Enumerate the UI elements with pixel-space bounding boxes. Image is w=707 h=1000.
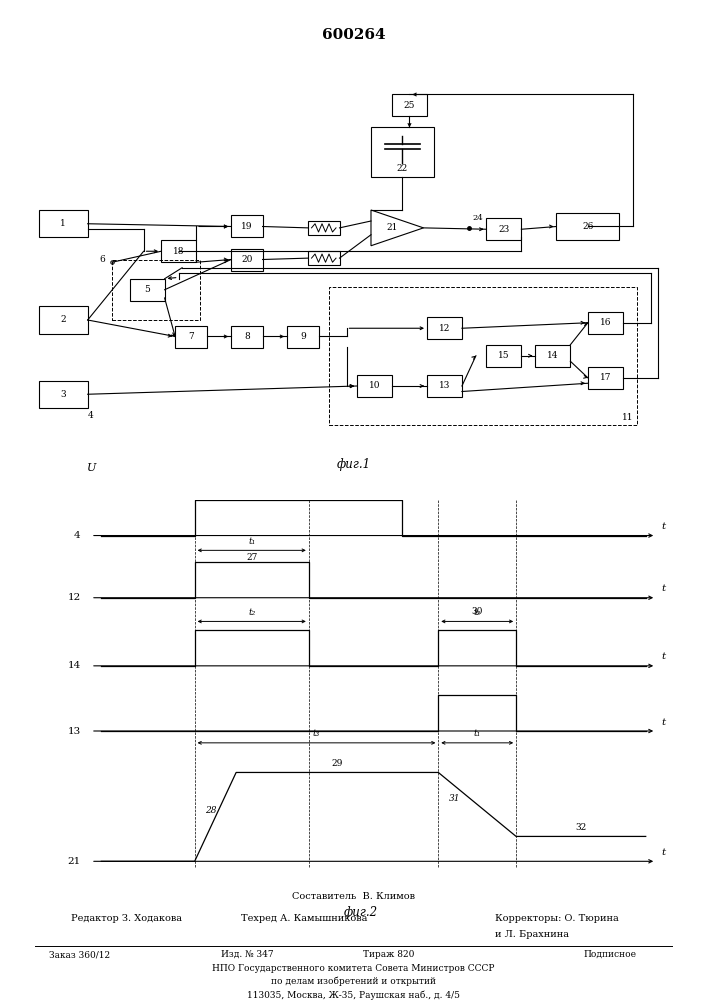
Text: 5: 5 bbox=[144, 285, 150, 294]
Text: 11: 11 bbox=[622, 413, 633, 422]
Bar bbox=[231, 248, 262, 270]
Text: 600264: 600264 bbox=[322, 28, 385, 42]
Text: 25: 25 bbox=[404, 101, 415, 110]
Text: 8: 8 bbox=[244, 332, 250, 341]
Text: t₂: t₂ bbox=[248, 608, 255, 617]
Text: t₁: t₁ bbox=[248, 537, 255, 546]
Bar bbox=[129, 279, 165, 301]
Text: 4: 4 bbox=[88, 411, 93, 420]
Text: 31: 31 bbox=[449, 794, 460, 803]
Text: 2: 2 bbox=[60, 316, 66, 324]
Text: Подписное: Подписное bbox=[583, 950, 636, 959]
Bar bbox=[231, 326, 262, 348]
Bar bbox=[39, 210, 88, 237]
Text: 22: 22 bbox=[397, 164, 408, 173]
Text: 21: 21 bbox=[386, 223, 397, 232]
Text: 27: 27 bbox=[246, 553, 257, 562]
Bar bbox=[556, 213, 619, 240]
Text: по делам изобретений и открытий: по делам изобретений и открытий bbox=[271, 977, 436, 986]
Text: t₁: t₁ bbox=[474, 729, 481, 738]
Text: 26: 26 bbox=[582, 222, 594, 231]
Text: 13: 13 bbox=[439, 381, 450, 390]
Text: t: t bbox=[661, 584, 665, 593]
Text: t: t bbox=[661, 652, 665, 661]
Text: 1: 1 bbox=[60, 219, 66, 228]
Polygon shape bbox=[371, 210, 423, 246]
Text: 32: 32 bbox=[575, 823, 587, 832]
Bar bbox=[175, 326, 206, 348]
Text: 7: 7 bbox=[188, 332, 194, 341]
Text: 13: 13 bbox=[67, 726, 81, 736]
Bar bbox=[308, 251, 339, 265]
Text: t₃: t₃ bbox=[313, 729, 320, 738]
Text: 24: 24 bbox=[472, 214, 483, 222]
Text: 12: 12 bbox=[439, 324, 450, 333]
Bar bbox=[535, 345, 571, 367]
Bar bbox=[112, 259, 199, 320]
Bar bbox=[161, 240, 196, 262]
Text: 14: 14 bbox=[67, 661, 81, 670]
Text: Заказ 360/12: Заказ 360/12 bbox=[49, 950, 110, 959]
Bar bbox=[329, 287, 637, 424]
Text: 113035, Москва, Ж-35, Раушская наб., д. 4/5: 113035, Москва, Ж-35, Раушская наб., д. … bbox=[247, 990, 460, 1000]
Text: t₂: t₂ bbox=[474, 608, 481, 617]
Text: 20: 20 bbox=[241, 255, 252, 264]
Text: 14: 14 bbox=[547, 351, 559, 360]
Text: 4: 4 bbox=[74, 531, 81, 540]
Text: 3: 3 bbox=[60, 390, 66, 399]
Text: 28: 28 bbox=[205, 806, 216, 815]
Text: фиг.1: фиг.1 bbox=[337, 458, 370, 471]
Text: 17: 17 bbox=[600, 373, 611, 382]
Text: Составитель  В. Климов: Составитель В. Климов bbox=[292, 892, 415, 901]
Text: t: t bbox=[661, 522, 665, 531]
Text: 29: 29 bbox=[332, 759, 343, 768]
Text: 12: 12 bbox=[67, 593, 81, 602]
Text: 30: 30 bbox=[472, 606, 483, 615]
Text: 23: 23 bbox=[498, 225, 510, 234]
Text: Тираж 820: Тираж 820 bbox=[363, 950, 414, 959]
Bar bbox=[486, 345, 521, 367]
Bar bbox=[427, 375, 462, 397]
Text: и Л. Брахнина: и Л. Брахнина bbox=[495, 930, 569, 939]
Bar bbox=[427, 317, 462, 339]
Text: Техред А. Камышникова: Техред А. Камышникова bbox=[241, 914, 367, 923]
Text: 21: 21 bbox=[67, 857, 81, 866]
Bar bbox=[486, 218, 521, 240]
Bar bbox=[357, 375, 392, 397]
Text: НПО Государственного комитета Совета Министров СССР: НПО Государственного комитета Совета Мин… bbox=[212, 964, 495, 973]
Text: 9: 9 bbox=[300, 332, 305, 341]
Bar bbox=[392, 94, 427, 116]
Text: Изд. № 347: Изд. № 347 bbox=[221, 950, 274, 959]
Bar bbox=[308, 221, 339, 235]
Text: 16: 16 bbox=[600, 318, 611, 327]
Bar bbox=[39, 380, 88, 408]
Text: 10: 10 bbox=[369, 381, 380, 390]
Text: фиг.2: фиг.2 bbox=[344, 906, 378, 919]
Bar bbox=[231, 215, 262, 237]
Text: 15: 15 bbox=[498, 351, 510, 360]
Bar bbox=[588, 367, 623, 389]
Text: Корректоры: О. Тюрина: Корректоры: О. Тюрина bbox=[495, 914, 619, 923]
Text: 19: 19 bbox=[241, 222, 252, 231]
Text: 18: 18 bbox=[173, 247, 185, 256]
Text: 6: 6 bbox=[100, 255, 105, 264]
Bar bbox=[371, 127, 434, 177]
Bar bbox=[588, 312, 623, 334]
Text: U: U bbox=[87, 463, 96, 473]
Text: t: t bbox=[661, 848, 665, 857]
Bar bbox=[287, 326, 319, 348]
Bar bbox=[39, 306, 88, 334]
Text: t: t bbox=[661, 718, 665, 727]
Text: Редактор З. Ходакова: Редактор З. Ходакова bbox=[71, 914, 182, 923]
